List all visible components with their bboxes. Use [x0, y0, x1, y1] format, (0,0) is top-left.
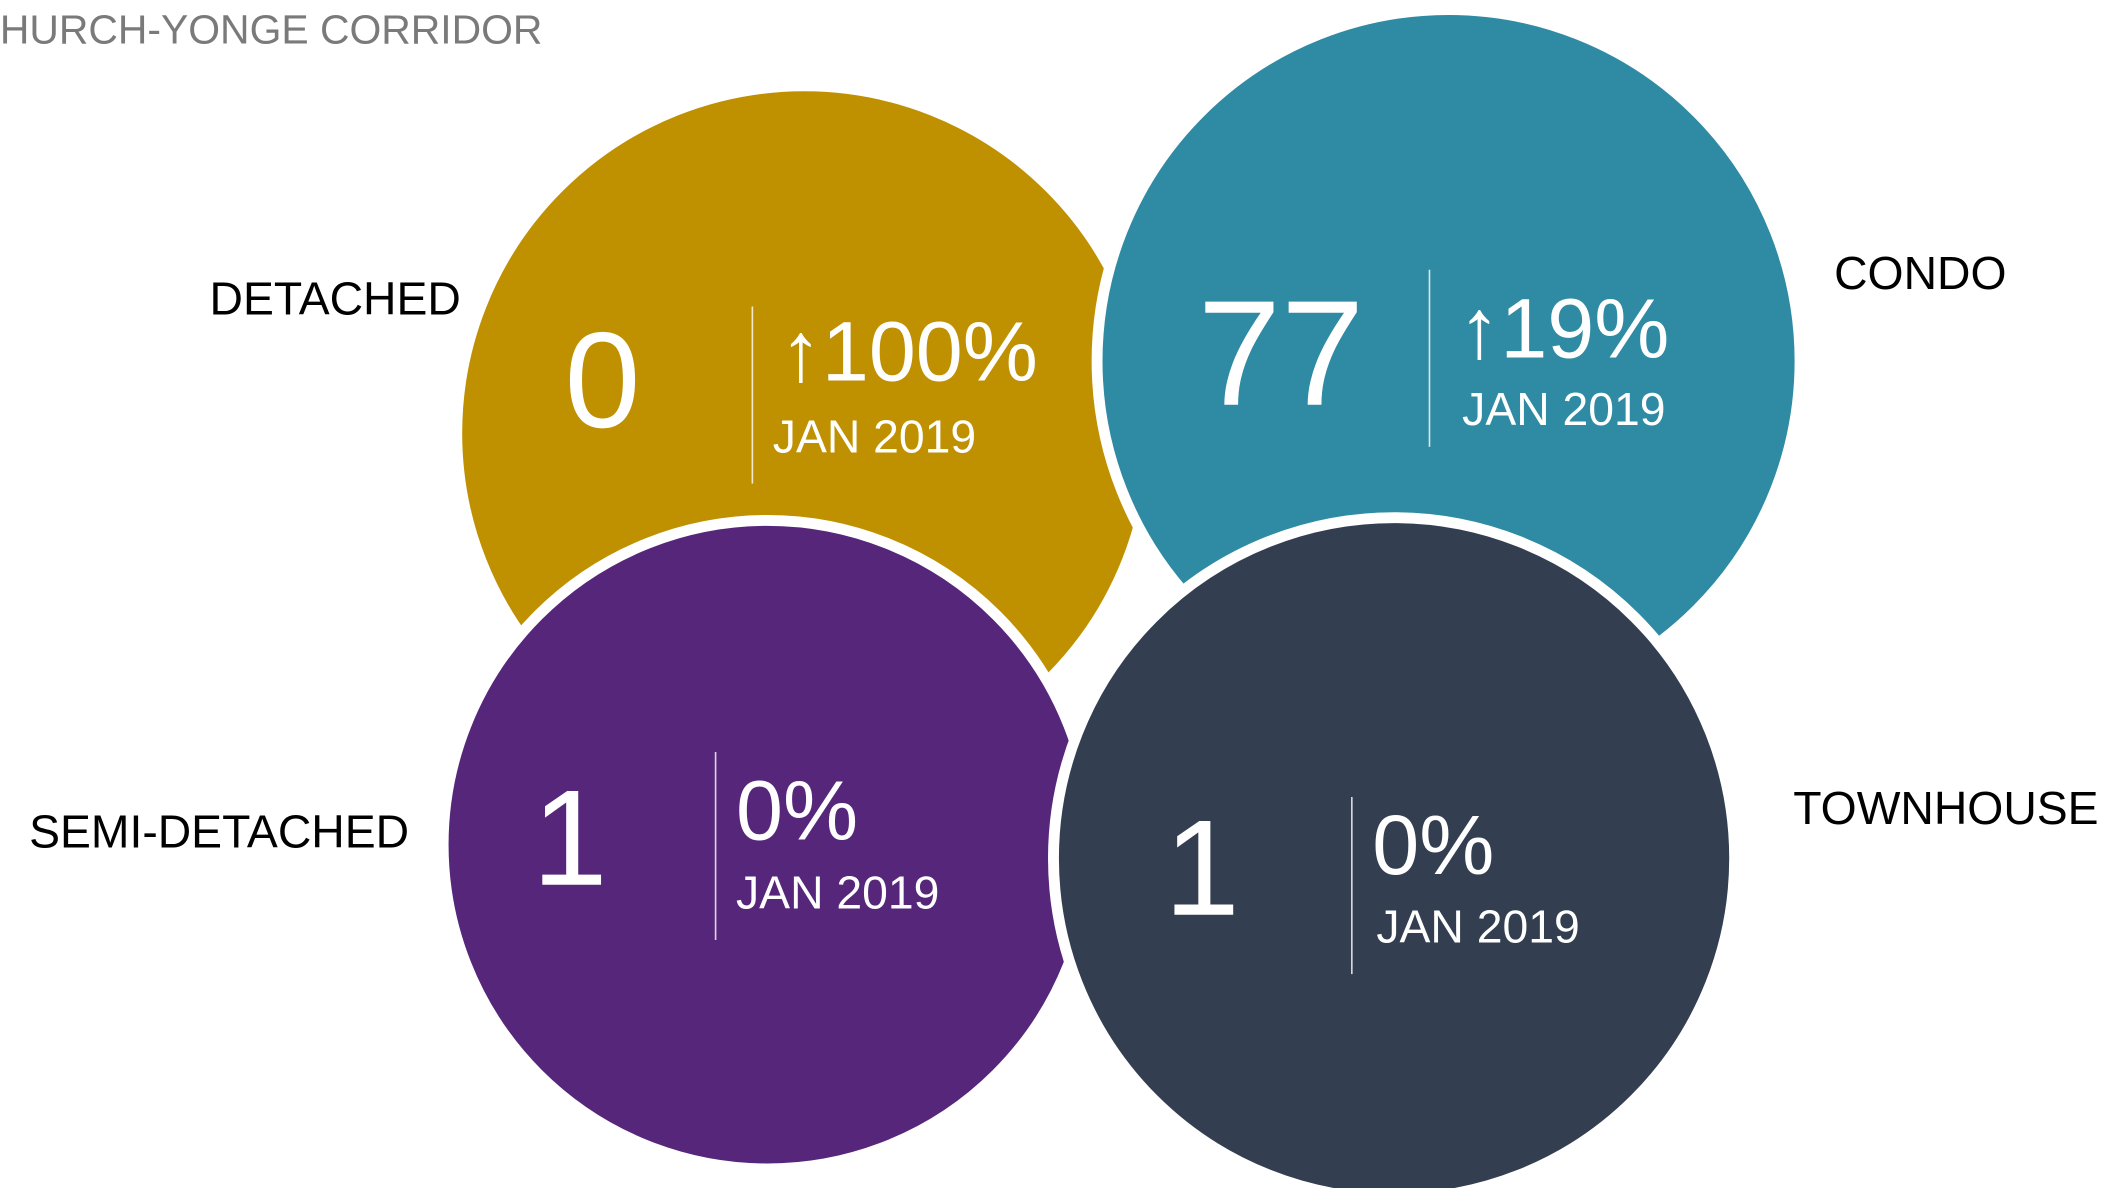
segment-label: CONDO	[1834, 247, 2006, 299]
segment-label: SEMI-DETACHED	[29, 805, 409, 857]
title: CHURCH-YONGE CORRIDOR	[0, 6, 542, 52]
segment-change: 0%	[1372, 798, 1494, 892]
segment-label: DETACHED	[210, 273, 461, 325]
segment-label: TOWNHOUSE	[1793, 782, 2098, 834]
segment-change: 0%	[736, 764, 858, 858]
segment-value: 1	[1164, 792, 1240, 944]
segment-period: JAN 2019	[773, 410, 976, 462]
segment-value: 0	[565, 304, 641, 456]
segment-value: 1	[532, 762, 608, 914]
segment-period: JAN 2019	[1376, 901, 1579, 953]
segment-circle	[1048, 512, 1741, 1188]
segment-period: JAN 2019	[1462, 383, 1665, 435]
segment-change: ↑100%	[780, 305, 1038, 399]
segment-period: JAN 2019	[736, 867, 939, 919]
segment-change: ↑19%	[1458, 281, 1669, 375]
segment-value: 77	[1198, 269, 1365, 437]
